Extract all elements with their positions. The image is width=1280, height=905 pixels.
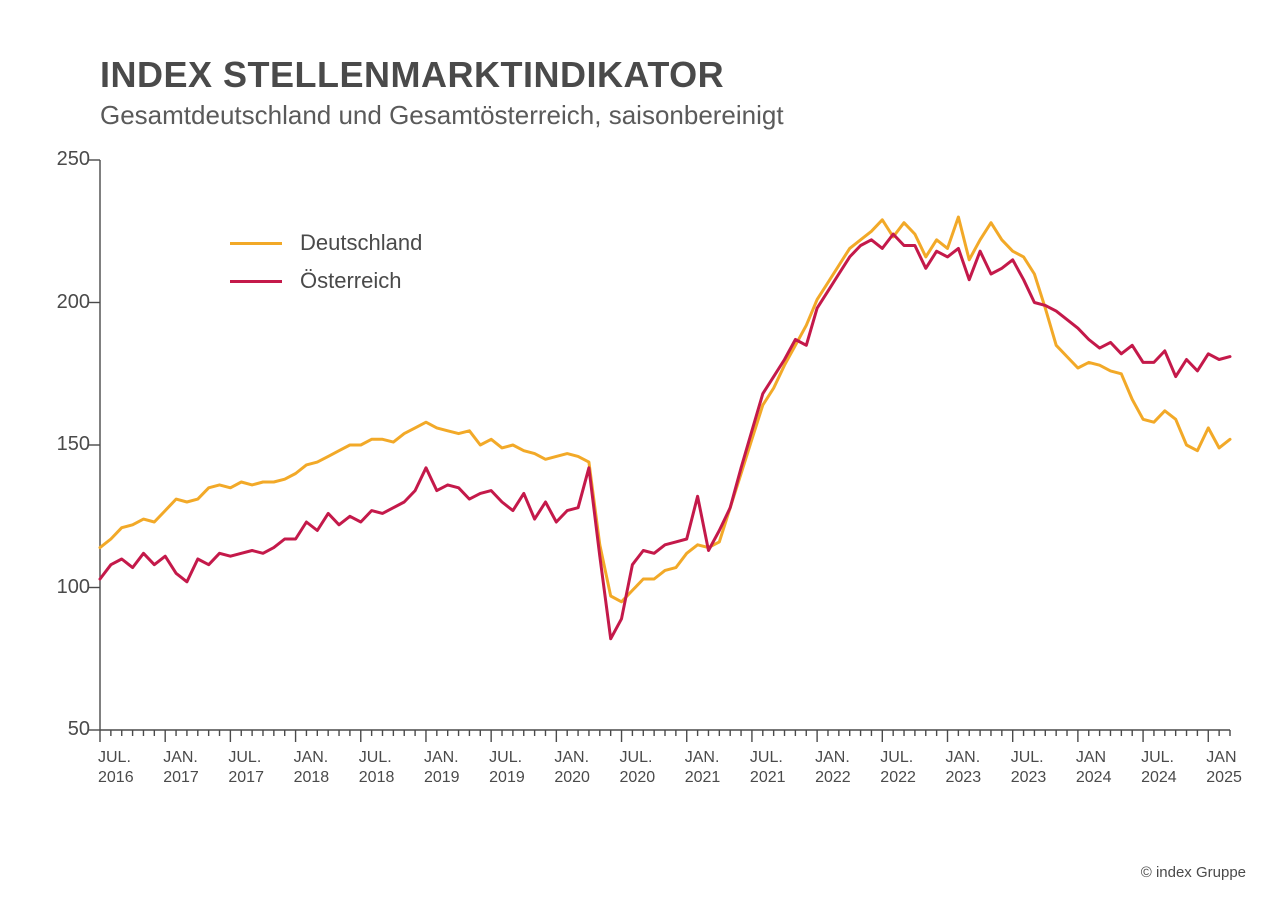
x-tick-label: JUL. 2017 [228,748,264,788]
x-tick-label: JAN. 2022 [815,748,851,788]
x-tick-label: JAN. 2017 [163,748,199,788]
y-tick-label: 250 [30,148,90,171]
x-tick-label: JUL. 2018 [359,748,395,788]
chart-container: INDEX STELLENMARKTINDIKATOR Gesamtdeutsc… [0,0,1280,905]
x-tick-label: JUL. 2022 [880,748,916,788]
y-tick-label: 50 [30,718,90,741]
x-tick-label: JAN. 2018 [294,748,330,788]
x-tick-label: JAN 2024 [1076,748,1112,788]
y-tick-label: 200 [30,291,90,314]
x-tick-label: JUL. 2019 [489,748,525,788]
x-tick-label: JUL. 2021 [750,748,786,788]
x-tick-label: JAN 2025 [1206,748,1242,788]
x-tick-label: JAN. 2021 [685,748,721,788]
y-tick-label: 100 [30,576,90,599]
x-tick-label: JUL. 2024 [1141,748,1177,788]
x-tick-label: JAN. 2019 [424,748,460,788]
x-tick-label: JUL. 2020 [620,748,656,788]
x-tick-label: JAN. 2023 [946,748,982,788]
credit-line: © index Gruppe [1141,864,1246,881]
x-tick-label: JAN. 2020 [554,748,590,788]
x-tick-label: JUL. 2023 [1011,748,1047,788]
x-tick-label: JUL. 2016 [98,748,134,788]
y-tick-label: 150 [30,433,90,456]
